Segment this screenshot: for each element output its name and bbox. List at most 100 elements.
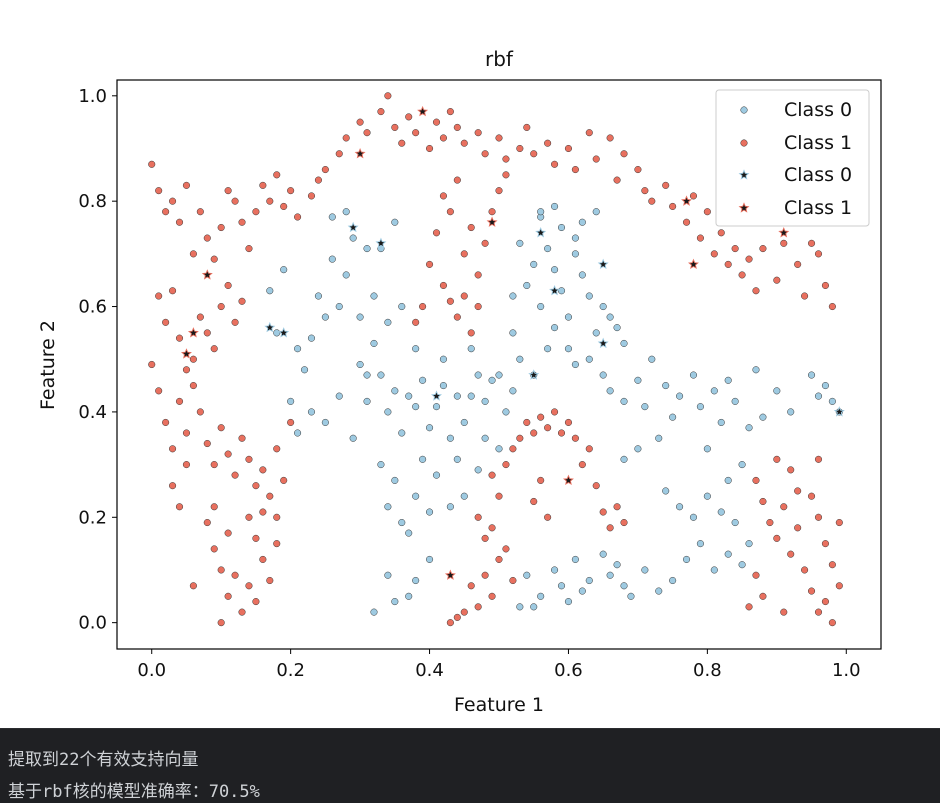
- class-1-point: [780, 239, 788, 247]
- class-1-point: [717, 229, 725, 237]
- class-1-point: [523, 123, 531, 131]
- class-1-point: [564, 144, 573, 153]
- class-0-point: [676, 392, 684, 400]
- support-vector-point: [562, 474, 574, 486]
- class-0-point: [398, 519, 406, 527]
- class-1-point: [377, 108, 385, 116]
- class-1-point: [662, 181, 670, 189]
- class-1-point: [467, 329, 475, 337]
- class-0-point: [544, 245, 552, 253]
- class-1-point: [544, 513, 552, 521]
- class-1-point: [828, 561, 836, 569]
- class-0-point: [370, 608, 378, 616]
- class-1-point: [571, 434, 579, 442]
- class-1-point: [481, 534, 489, 542]
- class-0-point: [495, 445, 503, 453]
- class-0-point: [571, 250, 579, 258]
- class-1-point: [530, 150, 538, 158]
- class-0-point: [460, 492, 468, 500]
- class-0-point: [391, 387, 399, 395]
- class-1-point: [224, 187, 232, 195]
- class-1-point: [210, 545, 218, 553]
- class-1-point: [564, 418, 573, 427]
- class-0-point: [405, 592, 413, 600]
- legend-marker-sv-class-1: [738, 202, 750, 213]
- class-0-point: [419, 455, 427, 463]
- class-1-point: [252, 208, 260, 216]
- class-0-point: [391, 598, 399, 606]
- class-1-point: [835, 582, 843, 590]
- support-vector-point: [431, 390, 442, 401]
- class-1-point: [266, 576, 274, 585]
- class-1-point: [182, 181, 191, 189]
- class-1-point: [537, 413, 545, 421]
- class-1-point: [689, 192, 698, 200]
- class-1-point: [182, 429, 191, 437]
- legend-marker-class-0: [740, 106, 748, 114]
- class-0-point: [530, 260, 538, 268]
- support-vector-point: [688, 258, 699, 270]
- class-1-point: [613, 503, 621, 511]
- support-vector-point: [264, 321, 276, 333]
- class-0-point: [419, 376, 427, 384]
- class-0-point: [544, 345, 552, 353]
- y-tick-label: 0.4: [78, 402, 107, 423]
- legend-label-1: Class 1: [784, 132, 852, 154]
- class-0-point: [613, 561, 621, 569]
- class-1-point: [516, 144, 524, 153]
- class-0-point: [599, 371, 607, 379]
- class-0-point: [391, 476, 399, 484]
- class-1-point: [189, 582, 197, 590]
- class-0-point: [627, 592, 635, 600]
- class-1-point: [182, 366, 191, 374]
- class-0-point: [328, 255, 336, 263]
- class-1-point: [273, 171, 281, 179]
- class-1-point: [474, 271, 482, 279]
- class-1-point: [794, 524, 802, 532]
- class-1-point: [495, 134, 503, 142]
- scatter-figure: 0.0 0.2 0.4 0.6 0.8 1.0 0.0 0.2 0.4 0.6 0.8 1.0 rbf…: [37, 47, 882, 716]
- support-vector-point: [778, 227, 790, 238]
- class-1-point: [752, 476, 760, 484]
- class-0-point: [432, 471, 441, 479]
- class-0-point: [662, 382, 670, 390]
- class-1-point: [446, 619, 454, 627]
- y-tick-label: 0.2: [78, 507, 107, 528]
- class-1-point: [169, 197, 177, 205]
- class-1-point: [488, 524, 496, 532]
- class-0-point: [412, 403, 420, 411]
- class-1-point: [446, 208, 454, 216]
- x-tick-label: 0.4: [415, 660, 444, 681]
- class-1-point: [148, 160, 156, 168]
- class-1-point: [175, 397, 184, 405]
- support-vector-point: [347, 221, 359, 233]
- class-1-point: [307, 192, 316, 200]
- class-0-point: [592, 329, 600, 337]
- class-1-point: [280, 476, 288, 484]
- x-tick-label: 0.6: [554, 660, 583, 681]
- class-1-point: [203, 439, 211, 448]
- class-1-point: [787, 550, 795, 558]
- class-0-point: [551, 266, 559, 274]
- class-0-point: [384, 571, 392, 579]
- class-0-point: [481, 434, 489, 442]
- class-0-point: [398, 302, 406, 311]
- class-1-point: [217, 424, 225, 432]
- class-1-point: [502, 545, 510, 553]
- class-0-point: [710, 566, 718, 574]
- class-1-point: [530, 497, 538, 506]
- class-1-point: [217, 223, 225, 232]
- class-1-point: [787, 466, 795, 474]
- class-0-point: [731, 397, 739, 405]
- class-0-point: [356, 313, 364, 321]
- class-0-point: [370, 339, 378, 347]
- class-1-point: [502, 171, 510, 179]
- support-vector-point: [597, 337, 609, 349]
- class-0-point: [689, 513, 698, 521]
- class-0-point: [300, 366, 309, 374]
- class-0-point: [349, 234, 357, 242]
- class-0-point: [412, 492, 420, 500]
- class-1-point: [162, 318, 170, 326]
- class-1-point: [759, 245, 767, 253]
- class-1-point: [592, 155, 600, 163]
